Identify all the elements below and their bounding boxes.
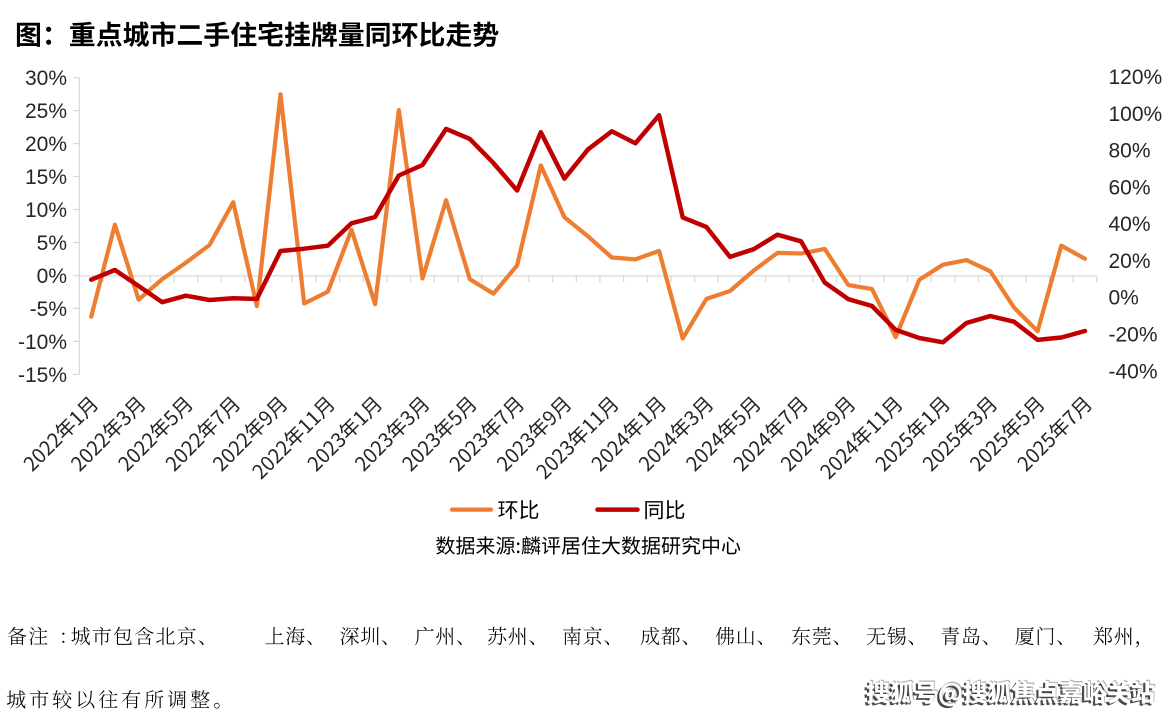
svg-text:-10%: -10% [18, 331, 67, 354]
svg-text:120%: 120% [1109, 66, 1163, 89]
svg-text:20%: 20% [1109, 250, 1151, 273]
svg-text:60%: 60% [1109, 176, 1151, 199]
svg-text:0%: 0% [1109, 287, 1139, 310]
svg-text:100%: 100% [1109, 103, 1163, 126]
svg-text:0%: 0% [37, 265, 67, 288]
svg-text:20%: 20% [25, 133, 67, 156]
svg-text:15%: 15% [25, 166, 67, 189]
svg-text:-20%: -20% [1109, 324, 1158, 347]
svg-text:30%: 30% [25, 67, 67, 90]
svg-text:10%: 10% [25, 199, 67, 222]
svg-text:-40%: -40% [1109, 360, 1158, 383]
svg-text:25%: 25% [25, 100, 67, 123]
svg-text:40%: 40% [1109, 213, 1151, 236]
svg-text:-5%: -5% [30, 298, 67, 321]
svg-text:5%: 5% [37, 232, 67, 255]
svg-text:-15%: -15% [18, 364, 67, 387]
svg-text:80%: 80% [1109, 140, 1151, 163]
